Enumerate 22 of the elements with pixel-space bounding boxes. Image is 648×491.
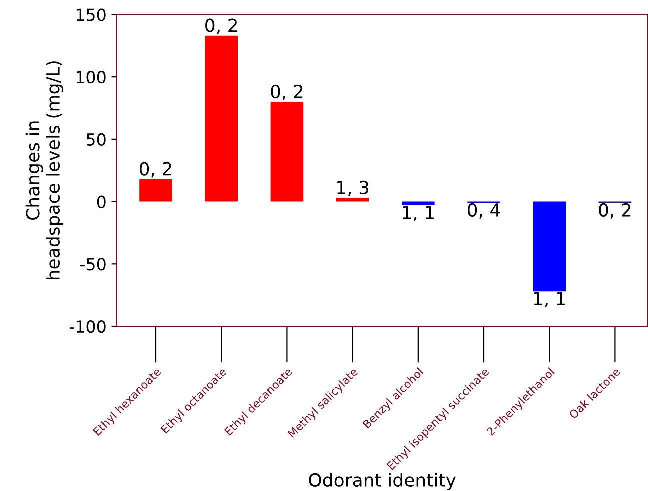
bar bbox=[336, 198, 370, 202]
y-tick-label: 100 bbox=[76, 71, 106, 84]
y-axis-title: Changes in headspace levels (mg/L) bbox=[26, 62, 64, 280]
annotation: 1, 1 bbox=[534, 292, 566, 308]
y-tick-label: 50 bbox=[86, 133, 106, 146]
annotation: 1, 3 bbox=[338, 180, 369, 196]
y-tick-label: -100 bbox=[70, 320, 106, 334]
annotation: 0, 2 bbox=[140, 162, 172, 178]
x-axis-title: Odorant identity bbox=[309, 473, 456, 491]
bar bbox=[533, 202, 566, 292]
annotation: 0, 2 bbox=[599, 203, 631, 219]
annotation: 0, 4 bbox=[468, 203, 500, 219]
annotation: 1, 1 bbox=[403, 206, 434, 222]
y-tick-label: -50 bbox=[80, 258, 106, 271]
y-tick-label: 150 bbox=[76, 8, 106, 22]
annotation: 0, 2 bbox=[271, 84, 303, 100]
bar bbox=[140, 179, 172, 202]
bar bbox=[402, 202, 435, 206]
annotation: 0, 2 bbox=[206, 18, 238, 34]
bar bbox=[270, 102, 304, 202]
y-tick-label: 0 bbox=[97, 196, 106, 208]
bar bbox=[205, 36, 238, 202]
